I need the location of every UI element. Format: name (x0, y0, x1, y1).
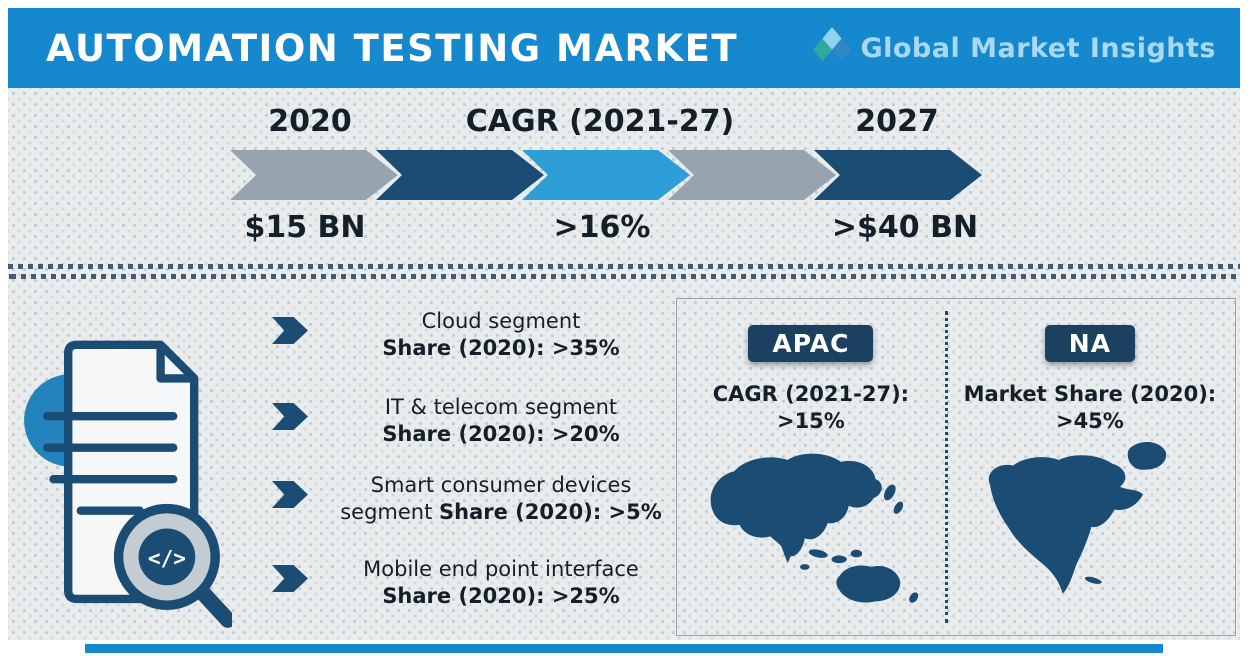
timeline-end-value: >$40 BN (831, 210, 979, 245)
bullet-arrow-icon (272, 481, 308, 508)
region-metric-label: Market Share (2020): (963, 382, 1217, 406)
segment-share-value: Share (2020): >35% (382, 335, 620, 360)
document-search-icon: </> (22, 328, 236, 643)
infographic-body: 2020 CAGR (2021-27) 2027 $15 BN >16% >$4… (8, 88, 1240, 640)
dotted-divider-row (8, 264, 1240, 269)
region-metric-value: >15% (776, 409, 845, 433)
arrow-chevron-icon (668, 150, 836, 200)
arrow-chevron-icon (814, 150, 982, 200)
segment-share: segment Share (2020): >5% (318, 499, 684, 526)
segment-name: Smart consumer devices (370, 473, 632, 497)
segment-text: Mobile end point interface Share (2020):… (318, 556, 684, 610)
brand-logo: Global Market Insights (811, 25, 1216, 71)
region-badge: NA (1044, 325, 1136, 362)
arrow-chevron-icon (230, 150, 398, 200)
segment-item: Cloud segment Share (2020): >35% (260, 308, 700, 362)
brand-diamond-icon (813, 27, 852, 62)
segment-text: Smart consumer devices segment Share (20… (318, 472, 684, 526)
regions-panel: APAC CAGR (2021-27): >15% (676, 298, 1236, 636)
dotted-divider (8, 264, 1240, 279)
timeline-start-value: $15 BN (244, 210, 366, 245)
arrow-chevron-icon (376, 150, 544, 200)
header: AUTOMATION TESTING MARKET Global Market … (8, 8, 1240, 88)
apac-map-icon (711, 453, 919, 603)
code-glyph: </> (148, 546, 186, 570)
footer-bar (85, 644, 1163, 653)
timeline-arrows (230, 150, 982, 200)
region-card-na: NA Market Share (2020): >45% (945, 299, 1235, 635)
segment-item: IT & telecom segment Share (2020): >20% (260, 394, 700, 448)
bullet-arrow-icon (272, 403, 308, 430)
page-title: AUTOMATION TESTING MARKET (46, 26, 739, 70)
timeline-cagr-label: CAGR (2021-27) (465, 104, 735, 139)
arrow-chevron-icon (522, 150, 690, 200)
timeline-start-year: 2020 (268, 104, 352, 139)
segment-name: IT & telecom segment (384, 395, 618, 419)
region-badge: APAC (748, 325, 874, 362)
region-card-apac: APAC CAGR (2021-27): >15% (677, 299, 945, 635)
segment-text: IT & telecom segment Share (2020): >20% (318, 394, 684, 448)
segment-share-value: Share (2020): >5% (439, 499, 662, 524)
segment-name: Mobile end point interface (363, 557, 639, 581)
segment-share: Share (2020): >25% (318, 583, 684, 610)
bullet-arrow-icon (272, 565, 308, 592)
segment-share-prefix: segment (340, 499, 440, 524)
segment-share: Share (2020): >35% (318, 335, 684, 362)
timeline-end-year: 2027 (855, 104, 939, 139)
segment-share-value: Share (2020): >25% (382, 583, 620, 608)
segment-item: Mobile end point interface Share (2020):… (260, 556, 700, 610)
segment-text: Cloud segment Share (2020): >35% (318, 308, 684, 362)
region-metric-label: CAGR (2021-27): (712, 382, 910, 406)
dotted-divider-row (8, 274, 1240, 279)
region-metric-value: >45% (1055, 409, 1124, 433)
segment-name: Cloud segment (421, 309, 581, 333)
timeline-cagr-value: >16% (553, 210, 651, 245)
segment-item: Smart consumer devices segment Share (20… (260, 472, 700, 526)
bullet-arrow-icon (272, 317, 308, 344)
region-divider (944, 311, 948, 623)
magnifier-icon: </> (113, 503, 236, 628)
na-map-icon (989, 441, 1167, 594)
brand-name: Global Market Insights (860, 32, 1216, 64)
segment-share: Share (2020): >20% (318, 421, 684, 448)
segment-share-value: Share (2020): >20% (382, 421, 620, 446)
